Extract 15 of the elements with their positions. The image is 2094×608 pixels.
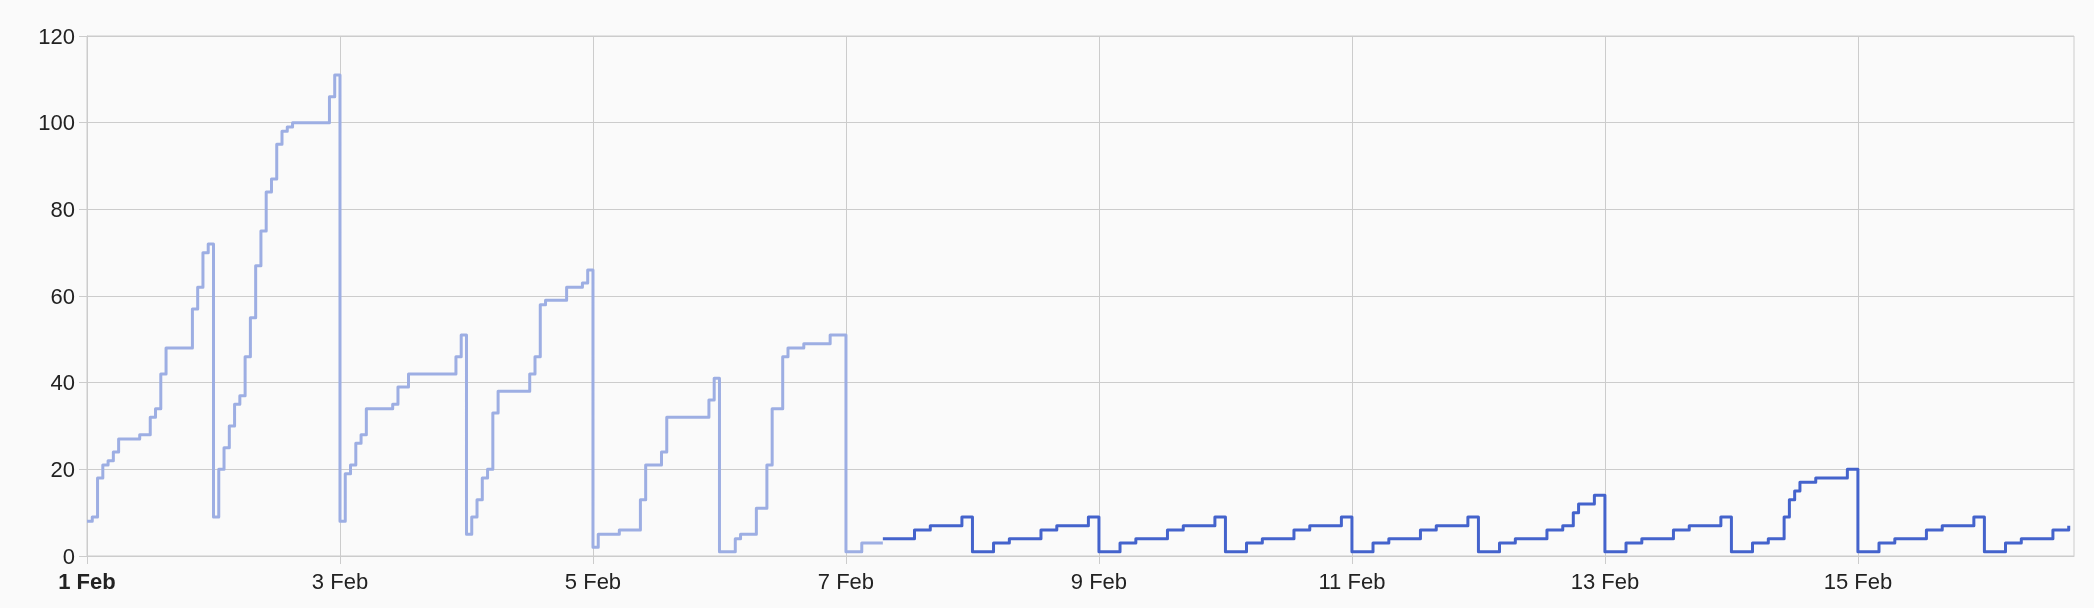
x-tick-label: 7 Feb <box>817 568 875 594</box>
y-tick-label: 80 <box>50 196 75 222</box>
x-tick-label: 13 Feb <box>1570 568 1640 594</box>
x-tick-label: 11 Feb <box>1318 568 1386 594</box>
x-tick-label: 1 Feb <box>58 568 116 594</box>
y-tick-label: 100 <box>38 110 75 136</box>
x-tick-label: 15 Feb <box>1823 568 1893 594</box>
y-tick-label: 20 <box>50 456 75 482</box>
y-tick-label: 0 <box>62 543 75 569</box>
x-tick-label: 9 Feb <box>1070 568 1128 594</box>
x-tick-label: 5 Feb <box>564 568 622 594</box>
y-tick-label: 60 <box>50 283 75 309</box>
y-tick-label: 120 <box>38 23 75 49</box>
x-tick-label: 3 Feb <box>311 568 369 594</box>
y-tick-label: 40 <box>50 370 75 396</box>
